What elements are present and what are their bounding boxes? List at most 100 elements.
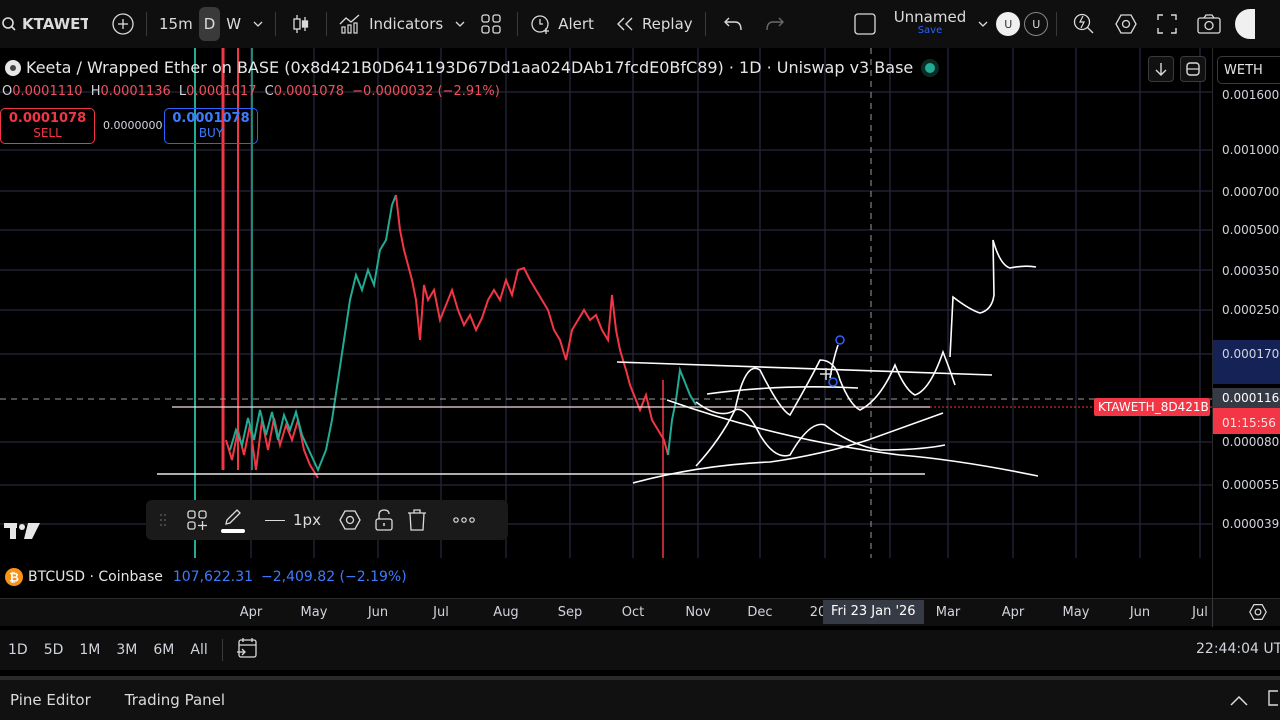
drawing-settings-button[interactable] bbox=[332, 504, 368, 536]
time-label: Sep bbox=[557, 605, 583, 620]
range-all[interactable]: All bbox=[190, 642, 208, 658]
time-label: Apr bbox=[239, 605, 263, 620]
divider bbox=[704, 12, 706, 36]
tradingview-logo[interactable] bbox=[4, 522, 40, 540]
range-3m[interactable]: 3M bbox=[116, 642, 138, 658]
tab-trading-panel[interactable]: Trading Panel bbox=[124, 691, 226, 709]
avatar-1-letter: U bbox=[996, 12, 1021, 36]
maximize-icon bbox=[1186, 62, 1200, 76]
chart-pane[interactable]: Keeta / Wrapped Ether on BASE (0x8d421B0… bbox=[0, 48, 1212, 558]
crosshair-date-tag: Fri 23 Jan '26 bbox=[823, 600, 924, 624]
drag-handle[interactable] bbox=[152, 504, 174, 536]
goto-date-button[interactable] bbox=[229, 637, 265, 663]
lightning-search-icon bbox=[1073, 13, 1095, 35]
crosshair-price: 0.0001164 bbox=[1222, 391, 1280, 405]
search-icon bbox=[2, 16, 16, 32]
price-highlight-range bbox=[1213, 340, 1280, 384]
time-axis[interactable]: Apr May Jun Jul Aug Sep Oct Nov Dec 20 F… bbox=[0, 598, 1280, 627]
utc-clock[interactable]: 22:44:04 UTC bbox=[1196, 641, 1280, 657]
bottom-panel-tabs: Pine Editor Trading Panel bbox=[0, 676, 1280, 720]
templates-button[interactable] bbox=[471, 7, 511, 41]
layout-save-link[interactable]: Save bbox=[917, 25, 943, 36]
line-color-swatch bbox=[221, 529, 245, 533]
indicators-button[interactable]: Indicators bbox=[333, 7, 449, 41]
range-1m[interactable]: 1M bbox=[79, 642, 101, 658]
maximize-pane-button[interactable] bbox=[1180, 56, 1206, 82]
more-button[interactable] bbox=[446, 504, 482, 536]
line-width-button[interactable]: 1px bbox=[258, 504, 328, 536]
close-value: 0.0001078 bbox=[273, 84, 345, 99]
candles-icon bbox=[292, 14, 310, 34]
scroll-to-latest-button[interactable] bbox=[1148, 56, 1174, 82]
publish-button[interactable] bbox=[1235, 9, 1256, 39]
symbol-search[interactable]: KTAWETH bbox=[0, 7, 94, 41]
buy-button[interactable]: 0.0001078 BUY bbox=[164, 108, 258, 144]
low-value: 0.0001017 bbox=[186, 84, 257, 99]
range-5d[interactable]: 5D bbox=[43, 642, 64, 658]
interval-w[interactable]: W bbox=[226, 15, 242, 33]
interval-d[interactable]: D bbox=[198, 7, 221, 41]
quick-search-button[interactable] bbox=[1063, 7, 1105, 41]
time-label: 20 bbox=[809, 605, 827, 620]
chart-canvas[interactable] bbox=[0, 48, 1212, 558]
divider bbox=[1056, 12, 1058, 36]
open-value: 0.0001110 bbox=[12, 84, 83, 99]
chart-legend-title[interactable]: Keeta / Wrapped Ether on BASE (0x8d421B0… bbox=[4, 58, 936, 77]
avatar-2-letter: U bbox=[1024, 12, 1049, 36]
time-label: Jul bbox=[1192, 605, 1208, 620]
rewind-icon bbox=[616, 17, 636, 31]
chart-type-button[interactable] bbox=[282, 7, 320, 41]
settings-button[interactable] bbox=[1105, 7, 1147, 41]
fullscreen-button[interactable] bbox=[1147, 7, 1187, 41]
replay-button[interactable]: Replay bbox=[610, 7, 699, 41]
layout-dropdown[interactable] bbox=[972, 7, 994, 41]
undo-icon bbox=[723, 17, 742, 31]
alert-label: Alert bbox=[558, 15, 594, 33]
time-label: Mar bbox=[935, 605, 961, 620]
undo-button[interactable] bbox=[712, 7, 754, 41]
range-1d[interactable]: 1D bbox=[8, 642, 28, 658]
range-6m[interactable]: 6M bbox=[153, 642, 175, 658]
maximize-panel-button[interactable] bbox=[1268, 690, 1280, 710]
compare-change: −2,409.82 (−2.19%) bbox=[261, 569, 407, 585]
countdown-tag bbox=[1213, 408, 1280, 434]
interval-dropdown[interactable] bbox=[247, 7, 269, 41]
time-label: May bbox=[1062, 605, 1090, 620]
divider bbox=[275, 12, 277, 36]
snapshot-button[interactable] bbox=[1187, 7, 1231, 41]
time-label: May bbox=[300, 605, 328, 620]
layout-name-button[interactable]: Unnamed Save bbox=[888, 7, 973, 41]
interval-15m[interactable]: 15m bbox=[159, 15, 193, 33]
avatar-2[interactable]: U bbox=[1022, 7, 1050, 41]
axis-settings-button[interactable] bbox=[1249, 603, 1267, 625]
time-label: Apr bbox=[1001, 605, 1025, 620]
time-label: Dec bbox=[747, 605, 773, 620]
indicators-dropdown[interactable] bbox=[449, 7, 471, 41]
grid-icon bbox=[481, 14, 501, 34]
fullscreen-icon bbox=[1157, 14, 1177, 34]
alert-button[interactable]: Alert bbox=[524, 7, 600, 41]
delete-button[interactable] bbox=[400, 504, 434, 536]
avatar-1[interactable]: U bbox=[994, 7, 1022, 41]
compare-symbol-row[interactable]: ₿ BTCUSD · Coinbase 107,622.31 −2,409.82… bbox=[0, 558, 1212, 596]
currency-selector[interactable]: WETH bbox=[1217, 56, 1280, 84]
expand-panel-button[interactable] bbox=[1230, 692, 1248, 710]
compare-add-button[interactable] bbox=[106, 7, 140, 41]
redo-button[interactable] bbox=[754, 7, 796, 41]
layout-checkbox[interactable] bbox=[848, 7, 882, 41]
line-color-button[interactable] bbox=[214, 504, 252, 536]
lock-button[interactable] bbox=[368, 504, 400, 536]
tab-pine-editor[interactable]: Pine Editor bbox=[10, 691, 91, 709]
sell-button[interactable]: 0.0001078 SELL bbox=[0, 108, 95, 144]
arrow-down-icon bbox=[1155, 62, 1167, 76]
line-width-value: 1px bbox=[293, 511, 321, 529]
compare-symbol: BTCUSD · Coinbase bbox=[28, 569, 163, 585]
layout-name: Unnamed bbox=[893, 8, 967, 26]
sell-label: SELL bbox=[33, 126, 62, 140]
template-button[interactable] bbox=[180, 504, 214, 536]
